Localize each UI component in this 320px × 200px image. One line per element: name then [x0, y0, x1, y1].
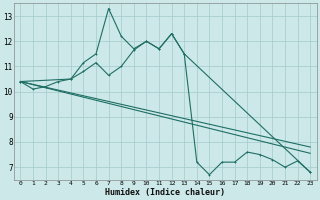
X-axis label: Humidex (Indice chaleur): Humidex (Indice chaleur) — [105, 188, 225, 197]
